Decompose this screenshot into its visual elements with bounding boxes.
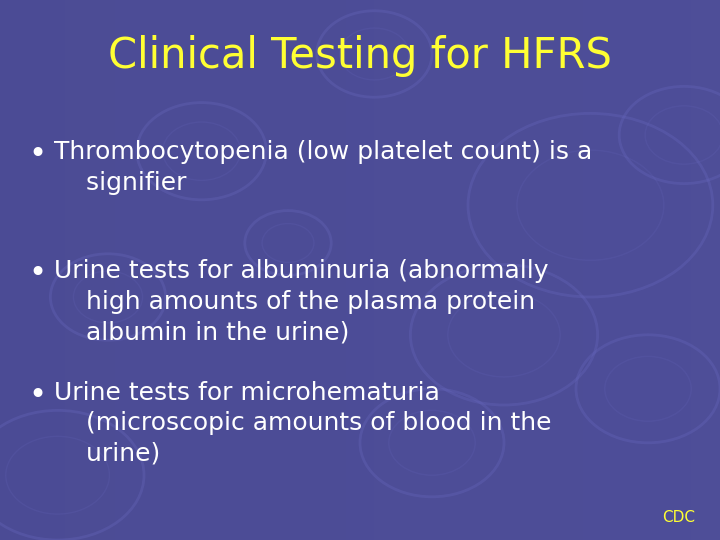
Text: Thrombocytopenia (low platelet count) is a
    signifier: Thrombocytopenia (low platelet count) is… [54, 140, 593, 195]
Text: •: • [29, 259, 47, 288]
Text: Urine tests for albuminuria (abnormally
    high amounts of the plasma protein
 : Urine tests for albuminuria (abnormally … [54, 259, 549, 345]
Text: Clinical Testing for HFRS: Clinical Testing for HFRS [108, 35, 612, 77]
Text: •: • [29, 140, 47, 170]
Text: CDC: CDC [662, 510, 695, 525]
Text: •: • [29, 381, 47, 410]
Text: Urine tests for microhematuria
    (microscopic amounts of blood in the
    urin: Urine tests for microhematuria (microsco… [54, 381, 552, 466]
